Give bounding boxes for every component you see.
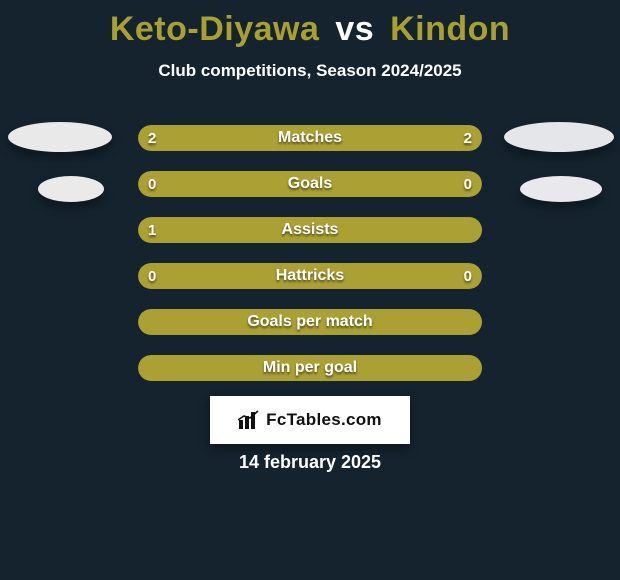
stat-label: Min per goal (138, 355, 482, 381)
source-badge: FcTables.com (210, 396, 410, 444)
stat-row: 00Hattricks (138, 263, 482, 289)
badge-icon (238, 410, 260, 430)
stat-label: Goals (138, 171, 482, 197)
stat-label: Hattricks (138, 263, 482, 289)
stat-label: Goals per match (138, 309, 482, 335)
stat-row: 1Assists (138, 217, 482, 243)
badge-text: FcTables.com (266, 410, 382, 430)
stat-row: Goals per match (138, 309, 482, 335)
ellipse-mid_right (520, 176, 602, 202)
ellipse-mid_left (38, 176, 104, 202)
title-vs: vs (335, 10, 374, 48)
snapshot-date: 14 february 2025 (0, 452, 620, 473)
stats-bars: 22Matches 00Goals 1Assists 00Hattricks Goals… (138, 125, 482, 401)
stat-row: 00Goals (138, 171, 482, 197)
stat-row: 22Matches (138, 125, 482, 151)
stat-row: Min per goal (138, 355, 482, 381)
stat-label: Assists (138, 217, 482, 243)
player-b-name: Kindon (390, 10, 510, 48)
player-a-name: Keto-Diyawa (110, 10, 320, 48)
ellipse-top_right (504, 122, 614, 152)
subtitle: Club competitions, Season 2024/2025 (0, 61, 620, 81)
comparison-title: Keto-Diyawa vs Kindon (0, 0, 620, 49)
ellipse-top_left (8, 122, 112, 152)
stat-label: Matches (138, 125, 482, 151)
